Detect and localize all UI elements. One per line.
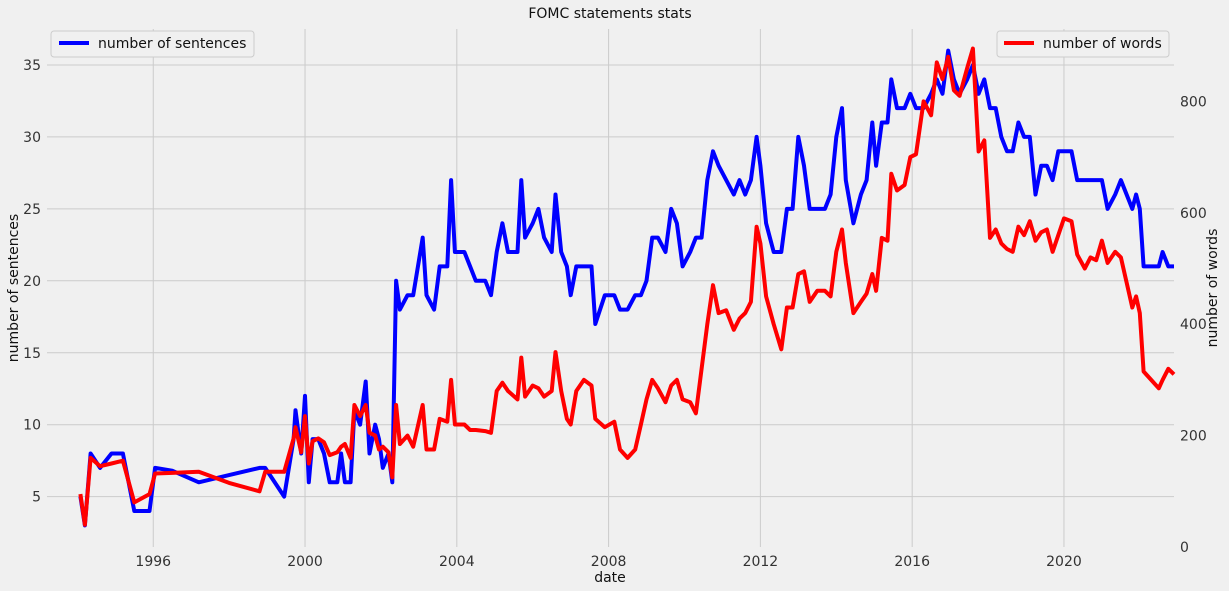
y-right-axis-label: number of words — [1205, 229, 1221, 348]
y-left-tick-label: 10 — [23, 418, 41, 434]
y-left-tick-label: 15 — [23, 346, 41, 362]
x-tick-label: 2020 — [1046, 554, 1082, 570]
x-tick-label: 2012 — [743, 554, 779, 570]
y-left-tick-label: 25 — [23, 202, 41, 218]
x-tick-label: 2004 — [439, 554, 475, 570]
y-right-tick-label: 200 — [1180, 429, 1207, 445]
legend-left: number of sentences — [50, 30, 255, 58]
y-right-tick-label: 0 — [1180, 540, 1189, 556]
series-line-words — [78, 46, 1176, 527]
x-ticks: 1996 2000 2004 2008 2012 2016 2020 — [135, 554, 1081, 570]
y-left-tick-label: 5 — [32, 490, 41, 506]
legend-right-label: number of words — [1043, 36, 1162, 52]
x-axis-label: date — [594, 570, 626, 586]
legend-right: number of words — [996, 30, 1170, 58]
y-right-tick-label: 600 — [1180, 206, 1207, 222]
grid — [47, 29, 1174, 547]
legend-left-box — [50, 30, 255, 58]
y-left-tick-label: 20 — [23, 274, 41, 290]
series-layer — [78, 46, 1176, 528]
legend-left-label: number of sentences — [98, 36, 246, 52]
y-right-ticks: 0 200 400 600 800 — [1180, 94, 1207, 556]
x-tick-label: 2008 — [591, 554, 627, 570]
legend-right-box — [996, 30, 1170, 58]
x-tick-label: 2000 — [287, 554, 323, 570]
chart-title: FOMC statements stats — [528, 6, 691, 22]
y-right-tick-label: 800 — [1180, 94, 1207, 110]
y-right-tick-label: 400 — [1180, 317, 1207, 333]
x-tick-label: 1996 — [135, 554, 171, 570]
plot-area — [47, 29, 1174, 547]
x-tick-label: 2016 — [894, 554, 930, 570]
y-left-axis-label: number of sentences — [6, 214, 22, 362]
y-left-tick-label: 30 — [23, 130, 41, 146]
y-left-ticks: 5 10 15 20 25 30 35 — [23, 58, 41, 506]
y-left-tick-label: 35 — [23, 58, 41, 74]
